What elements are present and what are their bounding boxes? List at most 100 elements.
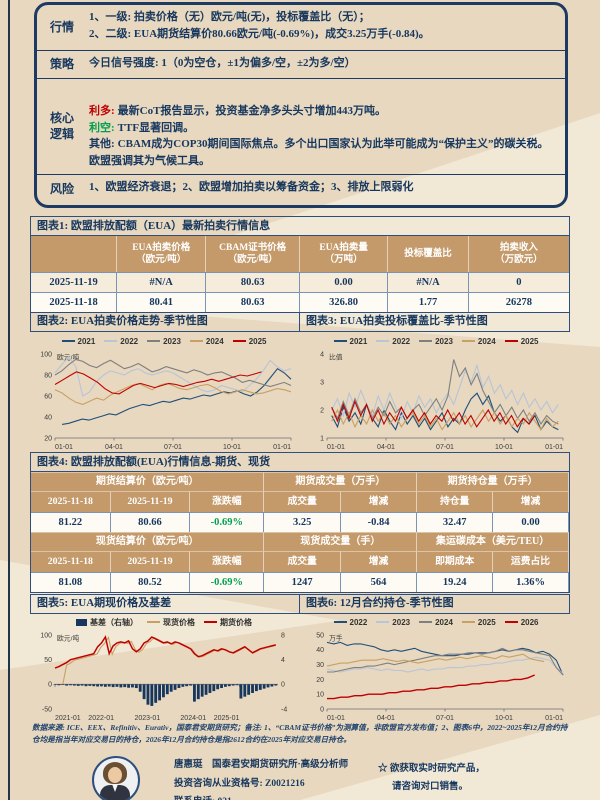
svg-text:07-01: 07-01 [164, 444, 182, 451]
table4-cell: 80.66 [110, 512, 191, 532]
svg-text:20: 20 [316, 677, 324, 684]
section-1: 策略 今日信号强度: 1（0为空仓，±1为偏多/空，±2为多/空） [37, 51, 565, 79]
legend-label: 基差（右轴） [90, 617, 138, 627]
svg-text:01-01: 01-01 [327, 715, 345, 722]
svg-text:-4: -4 [281, 706, 287, 713]
table1-cell: 2025-11-18 [31, 292, 118, 312]
section-body: 1、一级: 拍卖价格（无）欧元/吨(无)，投标覆盖比（无）； 2、二级: EUA期… [87, 5, 565, 50]
legend-item: 现货价格 [147, 617, 195, 628]
legend-swatch [461, 621, 475, 623]
table1-cell: 0.00 [299, 272, 389, 292]
section-label: 行情 [49, 19, 74, 34]
table1-title: 图表1: 欧盟排放配额（EUA）最新拍卖行情信息 [31, 217, 569, 236]
svg-text:万手: 万手 [329, 634, 343, 643]
legend-label: 2026 [520, 617, 539, 627]
svg-text:80: 80 [44, 372, 52, 379]
analyst-avatar [92, 756, 140, 800]
header-line1: CBAM证书价格 [219, 242, 287, 253]
svg-text:-50: -50 [42, 706, 52, 713]
legend-swatch [204, 621, 217, 623]
table4-cell: 1.36% [493, 572, 569, 592]
section-2: 核心 逻辑 利多: 最新CoT报告显示，投资基金净多头头寸增加443万吨。 利空: TT… [37, 79, 565, 175]
legend-swatch [232, 340, 246, 342]
page-left-rule [8, 0, 10, 800]
futures-spot-table: 期货结算价（欧元/吨） 期货成交量（万手） 期货持仓量（万手） 2025-11-18 2… [31, 472, 569, 592]
svg-text:2024-01: 2024-01 [180, 715, 206, 722]
section-3: 风险 1、欧盟经济衰退；2、欧盟增加拍卖以筹备资金；3、排放上限弱化 [37, 175, 565, 205]
legend-swatch [504, 340, 518, 342]
svg-text:10-01: 10-01 [495, 715, 513, 722]
chart5-legend: 基差（右轴） 现货价格 期货价格 [28, 616, 300, 628]
table4-group-header: 期货结算价（欧元/吨） [31, 472, 265, 491]
sales-note-line1: ☆ 欲获取实时研究产品， [378, 764, 485, 774]
svg-text:04-01: 04-01 [105, 444, 123, 451]
header-line2: （万吨） [324, 255, 363, 265]
legend-swatch [61, 340, 75, 342]
legend-label: 2022 [120, 336, 139, 346]
data-source-footnote: 数据来源: ICE、EEX、Refinitiv、Eurativ，国泰君安期货研究… [32, 723, 568, 744]
table1-header-cell: EUA拍卖量 （万吨） [299, 236, 389, 272]
table4-group-header: 现货成交量（手） [264, 532, 418, 551]
legend-swatch [147, 621, 160, 623]
table4-sub-header: 增减 [340, 491, 418, 512]
chart23-titlebar: 图表2: EUA拍卖价格走势-季节性图 图表3: EUA拍卖投标覆盖比-季节性图 [30, 312, 570, 332]
table1-header-cell [31, 236, 118, 272]
legend-label: 2025 [477, 617, 496, 627]
bullet-tag: 其他: [89, 138, 115, 150]
svg-text:01-01: 01-01 [545, 715, 563, 722]
section-line: 1、欧盟经济衰退；2、欧盟增加拍卖以筹备资金；3、排放上限弱化 [89, 181, 414, 193]
table1-cell: 26278 [468, 292, 569, 312]
chart2-legend: 2021 2022 2023 2024 2025 [28, 335, 300, 347]
avatar-collar [112, 784, 118, 792]
header-line1: 投标覆盖比 [404, 248, 452, 259]
svg-text:欧元/吨: 欧元/吨 [57, 634, 79, 643]
svg-text:1: 1 [320, 435, 324, 442]
chart5-box: 基差（右轴） 现货价格 期货价格 -50 0 50 100 -4 0 4 8 欧元/吨 2021-01… [28, 616, 300, 723]
section-line: 今日信号强度: 1（0为空仓，±1为偏多/空，±2为多/空） [89, 57, 356, 69]
section-0: 行情 1、一级: 拍卖价格（无）欧元/吨(无)，投标覆盖比（无）； 2、二级: EU… [37, 5, 565, 51]
svg-text:01-01: 01-01 [327, 444, 345, 451]
chart5-title: 图表5: EUA期现价格及基差 [30, 594, 300, 614]
svg-text:8: 8 [281, 632, 285, 639]
svg-text:50: 50 [316, 632, 324, 639]
svg-text:4: 4 [320, 351, 324, 358]
svg-text:20: 20 [44, 435, 52, 442]
table4-cell: 80.52 [110, 572, 191, 592]
table4-cell: -0.69% [190, 572, 265, 592]
legend-item: 期货价格 [204, 617, 252, 628]
table4-sub-header: 2025-11-19 [110, 551, 191, 572]
table4-cell: 32.47 [417, 512, 494, 532]
legend-swatch [504, 621, 518, 623]
chart6-legend: 2022 2023 2024 2025 2026 [300, 616, 572, 628]
chart6-title: 图表6: 12月合约持仓-季节性图 [300, 594, 570, 614]
legend-swatch [104, 340, 118, 342]
core-logic-line: 其他: CBAM成为COP30期间国际焦点。多个出口国家认为此举可能成为“保护主义… [89, 136, 557, 169]
bullet-text: 最新CoT报告显示，投资基金净多头头寸增加443万吨。 [117, 105, 386, 117]
table1-header-cell: CBAM证书价格 （欧元/吨） [206, 236, 300, 272]
legend-label: 2023 [435, 336, 453, 346]
legend-item: 2026 [504, 617, 539, 627]
svg-text:比值: 比值 [329, 353, 343, 362]
svg-text:2: 2 [320, 407, 324, 414]
svg-text:04-01: 04-01 [377, 715, 395, 722]
legend-label: 2022 [349, 617, 368, 627]
table1-cell: 80.63 [206, 272, 300, 292]
svg-text:3: 3 [320, 379, 324, 386]
svg-text:2022-01: 2022-01 [88, 715, 114, 722]
summary-box: 行情 1、一级: 拍卖价格（无）欧元/吨(无)，投标覆盖比（无）； 2、二级: EU… [34, 2, 568, 208]
table1-cell: 326.80 [299, 292, 389, 312]
svg-text:100: 100 [40, 632, 52, 639]
table4-sub-header: 持仓量 [417, 491, 494, 512]
legend-swatch [419, 340, 433, 342]
chart3-box: 2021 2022 2023 2024 2025 1 2 3 4 比值 01-01 04-01 07-… [300, 335, 572, 451]
avatar-body [100, 785, 130, 800]
table1-header-cell: EUA拍卖价格 （欧元/吨） [117, 236, 207, 272]
table4-sub-header: 2025-11-18 [31, 491, 111, 512]
table1-cell: #N/A [388, 272, 469, 292]
legend-label: 2021 [77, 336, 96, 346]
svg-text:2021-01: 2021-01 [55, 715, 81, 722]
legend-label: 2024 [477, 336, 496, 346]
table1-cell: 80.63 [206, 292, 300, 312]
svg-text:4: 4 [281, 657, 285, 664]
